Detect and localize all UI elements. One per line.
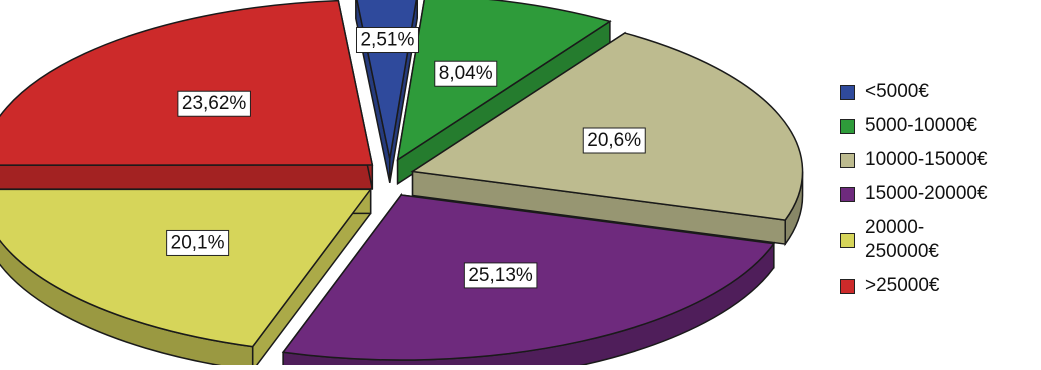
legend-label: 10000-15000€: [865, 149, 988, 170]
legend-item: 20000-250000€: [840, 216, 1040, 264]
legend-item: <5000€: [840, 80, 1040, 104]
pie-slice-wall: [0, 164, 374, 190]
legend-swatch: [840, 153, 855, 168]
slice-data-label: 2,51%: [355, 27, 419, 54]
legend-label: 20000-250000€: [865, 217, 939, 262]
slice-data-label: 8,04%: [434, 60, 498, 87]
legend-swatch: [840, 279, 855, 294]
pie-slice: [0, 188, 373, 348]
slice-label-box: [463, 262, 538, 289]
pie-slice: [396, 0, 612, 162]
slice-data-label: 25,13%: [463, 262, 538, 289]
slice-data-label: 23,62%: [177, 90, 251, 117]
pie-slice-group: [410, 31, 804, 247]
slice-data-label: 20,6%: [582, 127, 646, 154]
legend-item: 5000-10000€: [840, 114, 1040, 138]
legend-swatch: [840, 85, 855, 100]
legend-swatch: [840, 119, 855, 134]
slice-label-text: 20,1%: [171, 232, 225, 253]
slice-label-box: [166, 229, 230, 256]
legend-label: 15000-20000€: [865, 183, 988, 204]
slice-label-text: 25,13%: [468, 265, 533, 286]
pie-slice-group: [0, 0, 374, 190]
slice-data-label: 20,1%: [166, 229, 230, 256]
slice-label-box: [434, 60, 498, 87]
slice-label-text: 23,62%: [182, 93, 247, 114]
legend-item: >25000€: [840, 274, 1040, 298]
pie-slice-group: [0, 187, 373, 370]
legend-item: 10000-15000€: [840, 148, 1040, 172]
pie-slice: [0, 0, 374, 166]
legend-label: <5000€: [865, 81, 929, 102]
legend-label: >25000€: [865, 275, 940, 296]
slice-label-box: [582, 127, 646, 154]
slice-label-text: 2,51%: [360, 30, 414, 51]
slice-label-box: [177, 90, 251, 117]
slice-label-box: [355, 27, 419, 54]
chart-legend: <5000€ 5000-10000€ 10000-15000€ 15000-20…: [840, 80, 1040, 308]
slice-label-text: 20,6%: [587, 130, 641, 151]
legend-swatch: [840, 187, 855, 202]
legend-item: 15000-20000€: [840, 182, 1040, 206]
pie-slice: [410, 32, 804, 221]
legend-label: 5000-10000€: [865, 115, 977, 136]
slice-label-text: 8,04%: [439, 63, 493, 84]
legend-swatch: [840, 233, 855, 248]
